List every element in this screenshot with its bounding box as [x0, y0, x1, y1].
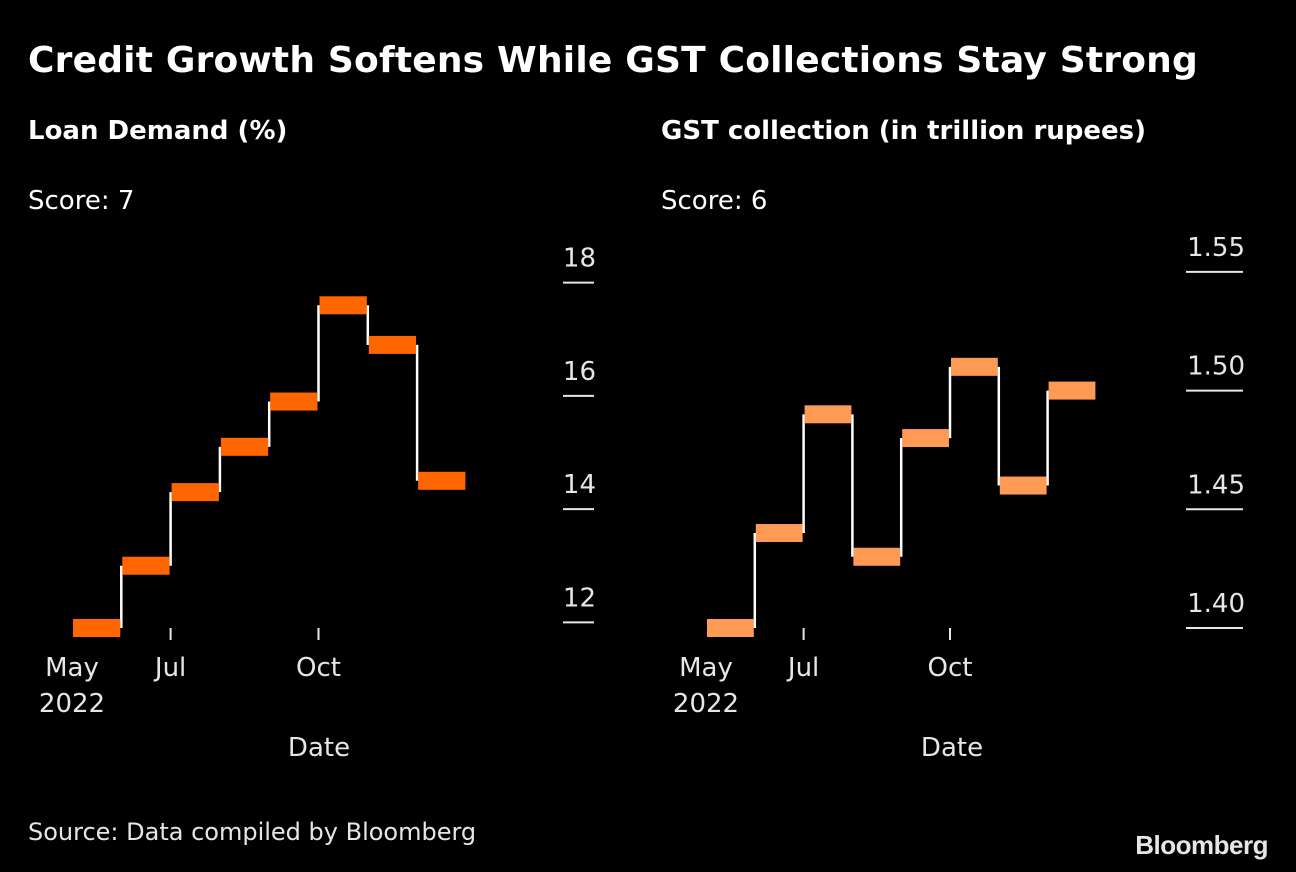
gst-xtick-label: Jul	[786, 653, 819, 683]
loan-xtick-year: 2022	[39, 689, 105, 719]
loan-score: Score: 7	[28, 186, 135, 216]
gst-step-bar	[999, 476, 1047, 495]
gst-ytick-label: 1.40	[1187, 589, 1245, 619]
loan-ytick-label: 12	[563, 583, 596, 613]
gst-xtick-label: Oct	[928, 653, 973, 683]
loan-xaxis-label: Date	[288, 733, 350, 763]
gst-chart-title: GST collection (in trillion rupees)	[661, 116, 1147, 146]
gst-xtick-label: May	[679, 653, 733, 683]
gst-step-bar	[853, 547, 901, 566]
loan-ytick-label: 18	[563, 244, 596, 274]
gst-step-bar	[804, 405, 852, 424]
source-note: Source: Data compiled by Bloomberg	[28, 818, 477, 846]
loan-step-bar	[270, 392, 318, 411]
loan-step-bar	[122, 556, 170, 575]
gst-step-bar	[951, 357, 998, 376]
loan-step-bar	[220, 437, 269, 456]
loan-step-bar	[73, 619, 121, 637]
loan-xtick-label: Oct	[296, 653, 341, 683]
gst-ytick-label: 1.55	[1187, 233, 1245, 263]
gst-step-bar	[755, 524, 803, 543]
gst-xtick-year: 2022	[673, 689, 739, 719]
bloomberg-logo: Bloomberg	[1135, 830, 1268, 860]
loan-ytick-label: 14	[563, 470, 596, 500]
loan-step-bar	[368, 335, 417, 354]
loan-xtick-label: May	[45, 653, 99, 683]
loan-step-bar	[319, 296, 367, 315]
loan-xtick-label: Jul	[153, 653, 186, 683]
gst-ytick-label: 1.45	[1187, 470, 1245, 500]
gst-step-bar	[1048, 381, 1096, 400]
page-title: Credit Growth Softens While GST Collecti…	[28, 40, 1198, 81]
loan-step-bar	[171, 483, 219, 502]
gst-xaxis-label: Date	[921, 733, 983, 763]
gst-step-bar	[707, 619, 754, 637]
gst-score: Score: 6	[661, 186, 768, 216]
gst-ytick-label: 1.50	[1187, 352, 1245, 382]
gst-step-bar	[902, 429, 949, 448]
loan-ytick-label: 16	[563, 357, 596, 387]
loan-chart-title: Loan Demand (%)	[28, 116, 288, 146]
loan-step-bar	[418, 471, 466, 490]
